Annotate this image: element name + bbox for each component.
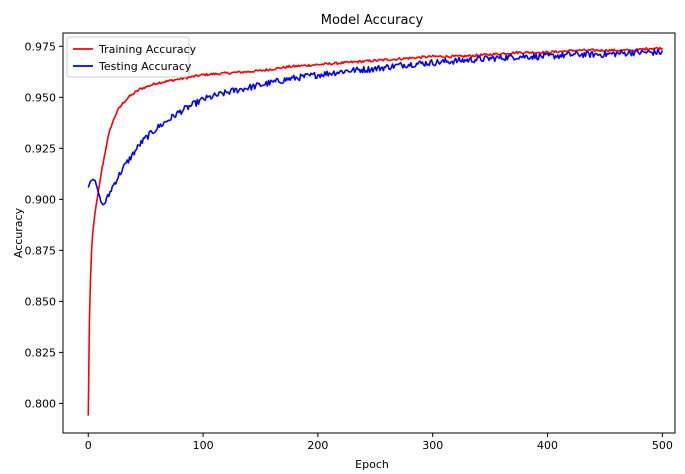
legend: Training Accuracy Testing Accuracy bbox=[67, 37, 197, 77]
legend-label-training: Training Accuracy bbox=[98, 43, 197, 56]
x-tick-label: 400 bbox=[537, 439, 558, 452]
y-tick-label: 0.950 bbox=[25, 91, 57, 104]
y-tick-label: 0.875 bbox=[25, 244, 57, 257]
axes: 0 100 200 300 400 500 0.800 0.825 0.850 0.875 0.90… bbox=[25, 40, 673, 452]
plot-frame bbox=[63, 33, 675, 433]
x-tick-label: 0 bbox=[85, 439, 92, 452]
y-tick-label: 0.850 bbox=[25, 295, 57, 308]
series-line-training bbox=[88, 47, 662, 415]
legend-label-testing: Testing Accuracy bbox=[98, 60, 192, 73]
plot-area bbox=[88, 47, 662, 415]
y-tick-label: 0.900 bbox=[25, 193, 57, 206]
y-tick-label: 0.800 bbox=[25, 397, 57, 410]
x-tick-label: 200 bbox=[307, 439, 328, 452]
y-axis-label: Accuracy bbox=[12, 207, 25, 258]
y-tick-label: 0.825 bbox=[25, 346, 57, 359]
y-tick-label: 0.975 bbox=[25, 40, 57, 53]
x-tick-label: 100 bbox=[193, 439, 214, 452]
chart-title: Model Accuracy bbox=[321, 13, 424, 28]
x-axis-label: Epoch bbox=[355, 458, 389, 471]
y-tick-label: 0.925 bbox=[25, 142, 57, 155]
x-tick-label: 300 bbox=[422, 439, 443, 452]
x-tick-label: 500 bbox=[652, 439, 673, 452]
